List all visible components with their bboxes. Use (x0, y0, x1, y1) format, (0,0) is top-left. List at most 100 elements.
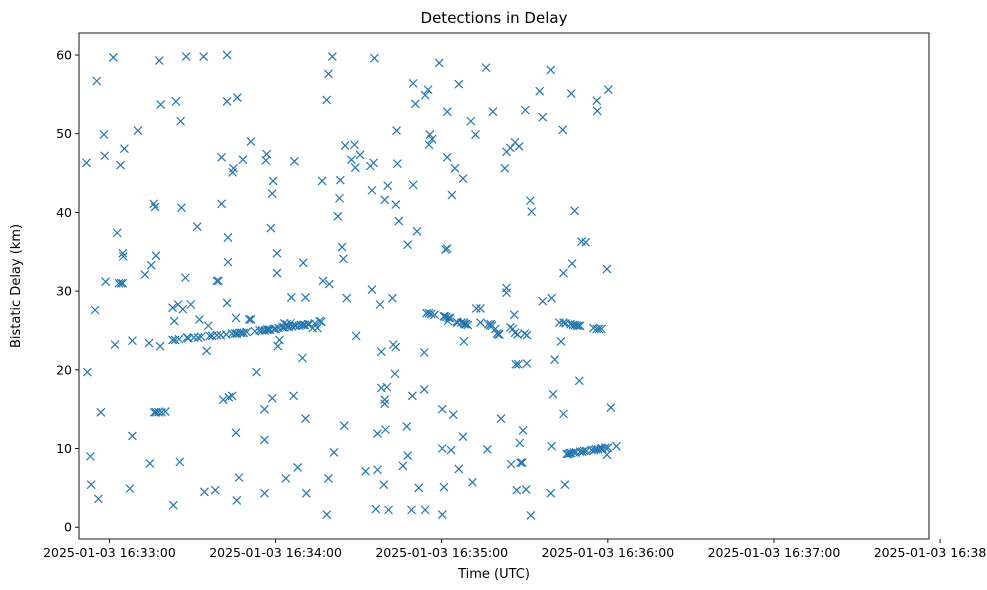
data-point (506, 459, 516, 469)
data-point (450, 163, 460, 173)
data-point (371, 504, 381, 514)
data-point (301, 488, 311, 498)
data-point (174, 334, 184, 344)
data-point (466, 116, 476, 126)
data-point (579, 446, 589, 456)
data-point (149, 407, 159, 417)
data-point (391, 342, 401, 352)
data-point (155, 341, 165, 351)
data-point (603, 443, 613, 453)
data-point (367, 285, 377, 294)
data-point (318, 276, 328, 286)
data-point (231, 313, 241, 323)
data-point (246, 137, 256, 147)
data-point (434, 58, 444, 68)
data-point (427, 134, 437, 144)
data-point (459, 319, 469, 329)
data-point (380, 195, 390, 205)
data-point (333, 211, 343, 221)
data-point (267, 393, 277, 403)
y-tick-label: 10 (56, 441, 72, 456)
data-point (559, 318, 568, 328)
data-point (244, 315, 254, 324)
data-point (515, 438, 525, 448)
data-point (350, 140, 359, 150)
data-point (99, 130, 109, 139)
data-point (408, 180, 418, 190)
data-point (373, 465, 382, 475)
data-point (217, 199, 227, 209)
data-point (227, 391, 237, 401)
data-point (262, 325, 272, 335)
data-point (262, 149, 272, 159)
data-point (574, 376, 584, 386)
data-point (522, 330, 532, 340)
data-point (361, 466, 370, 476)
data-point (82, 367, 92, 377)
data-point (322, 510, 332, 520)
data-point (538, 296, 548, 306)
data-point (525, 196, 535, 206)
data-point (168, 303, 178, 313)
data-point (430, 310, 439, 320)
data-point (458, 432, 468, 442)
data-point (538, 112, 548, 122)
data-point (212, 276, 222, 286)
data-point (481, 63, 491, 73)
data-point (229, 163, 238, 173)
data-point (548, 389, 558, 399)
data-point (611, 441, 621, 451)
data-point (369, 158, 379, 168)
data-point (214, 276, 223, 286)
data-point (281, 473, 291, 483)
x-tick-label: 2025-01-03 16:38:00 (874, 545, 987, 560)
y-tick-label: 30 (56, 284, 72, 299)
data-point (461, 319, 471, 329)
data-point (199, 52, 209, 62)
data-point (482, 444, 492, 454)
data-point (116, 278, 126, 288)
data-point (133, 126, 143, 136)
y-axis-ticks: 0 10 20 30 40 50 60 (56, 48, 79, 535)
data-point (527, 207, 537, 217)
data-point (550, 355, 560, 365)
data-point (146, 260, 156, 270)
data-point (128, 336, 137, 346)
data-point (101, 277, 111, 287)
data-point (439, 482, 449, 492)
data-point (192, 222, 202, 232)
data-point (222, 298, 232, 308)
data-point (355, 150, 365, 160)
data-point (521, 484, 531, 494)
data-point (342, 293, 352, 303)
chart-title: Detections in Delay (421, 9, 568, 27)
data-point (145, 459, 155, 468)
data-point (315, 316, 325, 326)
data-point (592, 96, 602, 106)
data-point (118, 248, 128, 258)
data-point (375, 300, 385, 309)
data-point (502, 288, 511, 298)
data-point (316, 317, 326, 327)
data-point (402, 422, 412, 431)
y-tick-label: 20 (56, 362, 72, 377)
data-point (442, 152, 452, 162)
data-point (125, 484, 135, 494)
data-point (594, 324, 604, 334)
data-point (116, 160, 125, 170)
data-point (444, 313, 454, 323)
data-point (169, 316, 179, 326)
data-point (379, 480, 389, 490)
data-point (408, 78, 418, 88)
data-point (222, 50, 232, 60)
data-point (324, 69, 333, 79)
data-point (570, 206, 580, 216)
data-point (424, 140, 434, 150)
data-point (205, 331, 215, 341)
data-markers (82, 50, 621, 520)
data-point (339, 421, 349, 431)
y-tick-label: 60 (56, 48, 72, 63)
data-point (403, 451, 413, 461)
data-point (231, 428, 241, 438)
